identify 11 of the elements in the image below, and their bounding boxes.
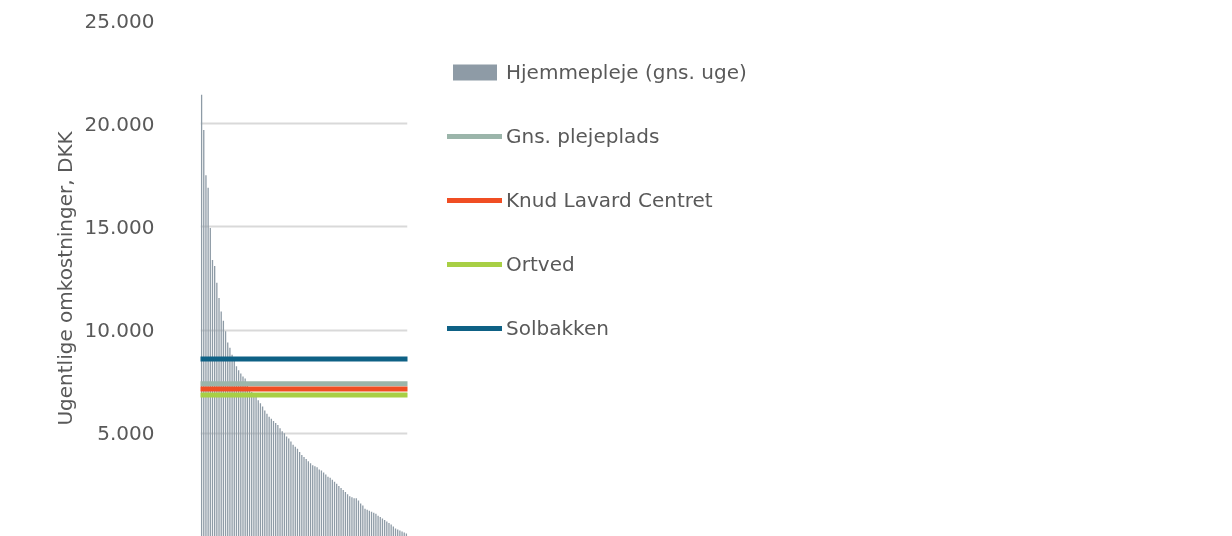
y-tick-label: 25.000	[84, 8, 155, 33]
legend-label: Knud Lavard Centret	[506, 188, 713, 212]
legend-label: Solbakken	[506, 316, 609, 340]
y-tick-label: 10.000	[84, 318, 155, 343]
legend-label: Ortved	[506, 252, 575, 276]
y-tick-label: 20.000	[84, 111, 155, 136]
legend-label: Gns. plejeplads	[506, 124, 660, 148]
y-tick-label: 15.000	[84, 214, 155, 239]
y-tick-label: 5.000	[97, 421, 155, 446]
y-axis-title: Ugentlige omkostninger, DKK	[52, 130, 77, 426]
legend-label: Hjemmepleje (gns. uge)	[506, 60, 747, 84]
